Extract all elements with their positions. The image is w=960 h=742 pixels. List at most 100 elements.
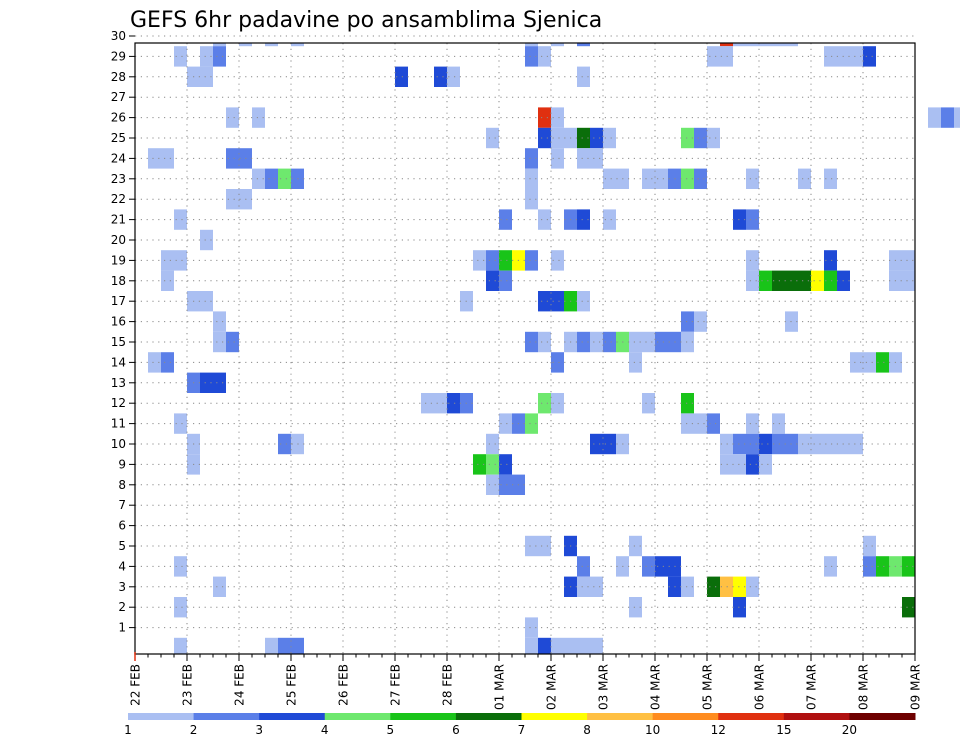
heatmap-cell: [174, 597, 187, 618]
grid-lines: [135, 35, 915, 654]
heatmap-cell: [707, 46, 733, 67]
heatmap-cell: [720, 433, 733, 455]
y-tick-label: 13: [111, 376, 126, 390]
heatmap-cell: [213, 43, 226, 47]
heatmap-cell: [525, 250, 538, 271]
heatmap-cell: [603, 209, 616, 230]
heatmap-cell: [486, 454, 499, 475]
y-tick-label: 1: [118, 621, 126, 635]
heatmap-cell: [265, 43, 278, 47]
colorbar: 1 2 3 4 5 6 7 8 10 12 15 20: [124, 713, 916, 737]
heatmap-cells: [148, 43, 960, 654]
x-tick-label: 04 MAR: [649, 664, 663, 710]
heatmap-cell: [577, 127, 590, 149]
heatmap-cell: [941, 107, 954, 128]
heatmap-cell: [954, 107, 960, 128]
heatmap-cell: [577, 66, 590, 87]
heatmap-cell: [551, 107, 564, 128]
heatmap-cell: [577, 209, 590, 230]
colorbar-swatch: [193, 713, 260, 720]
heatmap-cell: [733, 576, 746, 597]
heatmap-cell: [746, 454, 759, 475]
heatmap-cell: [590, 127, 603, 149]
heatmap-cell: [213, 576, 226, 597]
heatmap-cell: [889, 250, 915, 271]
y-tick-label: 15: [111, 335, 126, 349]
colorbar-label: 20: [842, 723, 857, 737]
heatmap-cell: [447, 66, 460, 87]
heatmap-cell: [538, 127, 551, 149]
heatmap-cell: [486, 433, 499, 455]
heatmap-cell: [174, 413, 187, 434]
heatmap-cell: [629, 352, 642, 373]
heatmap-cell: [759, 270, 772, 291]
heatmap-cell: [681, 331, 694, 353]
heatmap-cell: [486, 270, 499, 291]
x-tick-label: 01 MAR: [493, 664, 507, 710]
heatmap-cell: [551, 127, 564, 149]
heatmap-cell: [525, 43, 538, 47]
colorbar-label: 5: [387, 723, 395, 737]
heatmap-cell: [629, 535, 642, 557]
heatmap-cell: [252, 107, 265, 128]
heatmap-cell: [707, 127, 720, 149]
heatmap-cell: [720, 576, 733, 597]
colorbar-swatch: [324, 713, 391, 720]
heatmap-cell: [694, 127, 707, 149]
colorbar-swatch: [652, 713, 719, 720]
heatmap-cell: [551, 148, 564, 169]
heatmap-cell: [252, 168, 265, 189]
heatmap-cell: [174, 556, 187, 577]
chart-title: GEFS 6hr padavine po ansamblima Sjenica: [130, 8, 602, 33]
heatmap-cell: [499, 270, 512, 291]
y-tick-label: 28: [111, 70, 126, 84]
heatmap-cell: [148, 352, 161, 373]
colorbar-swatch: [455, 713, 522, 720]
heatmap-cell: [577, 556, 590, 577]
y-tick-label: 5: [118, 539, 126, 553]
heatmap-cell: [551, 43, 564, 47]
heatmap-cell: [226, 189, 252, 210]
heatmap-cell: [863, 556, 876, 577]
heatmap-cell: [746, 250, 759, 271]
y-tick-label: 18: [111, 274, 126, 288]
heatmap-cell: [798, 433, 863, 455]
y-tick-label: 3: [118, 580, 126, 594]
heatmap-cell: [161, 270, 174, 291]
heatmap-cell: [421, 393, 447, 414]
heatmap-cell: [811, 270, 824, 291]
heatmap-cell: [473, 454, 486, 475]
heatmap-cell: [681, 576, 694, 597]
heatmap-cell: [538, 209, 551, 230]
heatmap-cell: [538, 393, 551, 414]
heatmap-cell: [577, 331, 590, 353]
heatmap-cell: [759, 454, 772, 475]
y-tick-label: 22: [111, 192, 126, 206]
heatmap-cell: [200, 46, 213, 67]
heatmap-cell: [902, 597, 915, 618]
y-tick-label: 8: [118, 478, 126, 492]
heatmap-cell: [655, 556, 681, 577]
x-tick-label: 09 MAR: [909, 664, 923, 710]
x-tick-label: 07 MAR: [805, 664, 819, 710]
colorbar-label: 2: [190, 723, 198, 737]
heatmap-cell: [538, 637, 551, 654]
heatmap-cell: [265, 637, 278, 654]
heatmap-cell: [538, 107, 551, 128]
colorbar-swatch: [259, 713, 326, 720]
heatmap-cell: [577, 576, 603, 597]
heatmap-cell: [278, 637, 304, 654]
heatmap-cell: [525, 148, 538, 169]
heatmap-cell: [551, 637, 603, 654]
heatmap-cell: [746, 576, 759, 597]
heatmap-cell: [681, 413, 707, 434]
heatmap-cell: [889, 270, 915, 291]
heatmap-cell: [161, 250, 187, 271]
heatmap-cell: [148, 148, 174, 169]
heatmap-cell: [226, 331, 239, 353]
heatmap-cell: [395, 66, 408, 87]
heatmap-cell: [278, 433, 291, 455]
heatmap-cell: [291, 43, 304, 47]
heatmap-cell: [525, 413, 538, 434]
heatmap-cell: [577, 148, 603, 169]
